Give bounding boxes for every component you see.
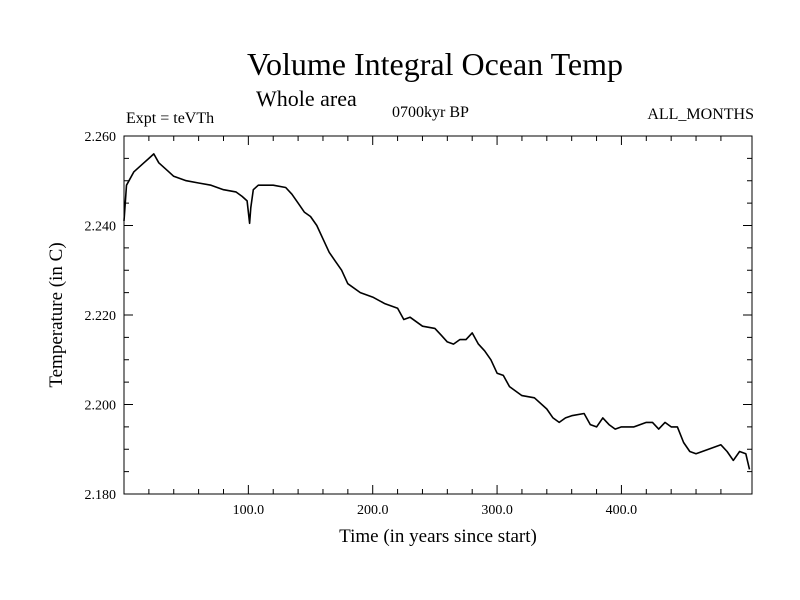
x-axis-label: Time (in years since start) <box>339 526 537 547</box>
months-annotation: ALL_MONTHS <box>647 106 754 123</box>
chart-subtitle: Whole area <box>256 86 357 111</box>
y-tick-label: 2.180 <box>85 488 117 503</box>
temperature-series-line <box>123 153 751 470</box>
chart-title: Volume Integral Ocean Temp <box>246 46 623 82</box>
plot-frame <box>123 135 753 495</box>
y-tick-label: 2.200 <box>85 399 117 414</box>
experiment-annotation: Expt = teVTh <box>126 110 215 127</box>
y-tick-label: 2.240 <box>85 220 117 235</box>
x-tick-label: 100.0 <box>233 503 265 518</box>
period-annotation: 0700kyr BP <box>392 104 469 121</box>
y-tick-label: 2.220 <box>85 309 117 324</box>
y-tick-label: 2.260 <box>85 130 117 145</box>
x-tick-label: 200.0 <box>357 503 389 518</box>
x-tick-label: 400.0 <box>606 503 638 518</box>
x-tick-label: 300.0 <box>481 503 513 518</box>
